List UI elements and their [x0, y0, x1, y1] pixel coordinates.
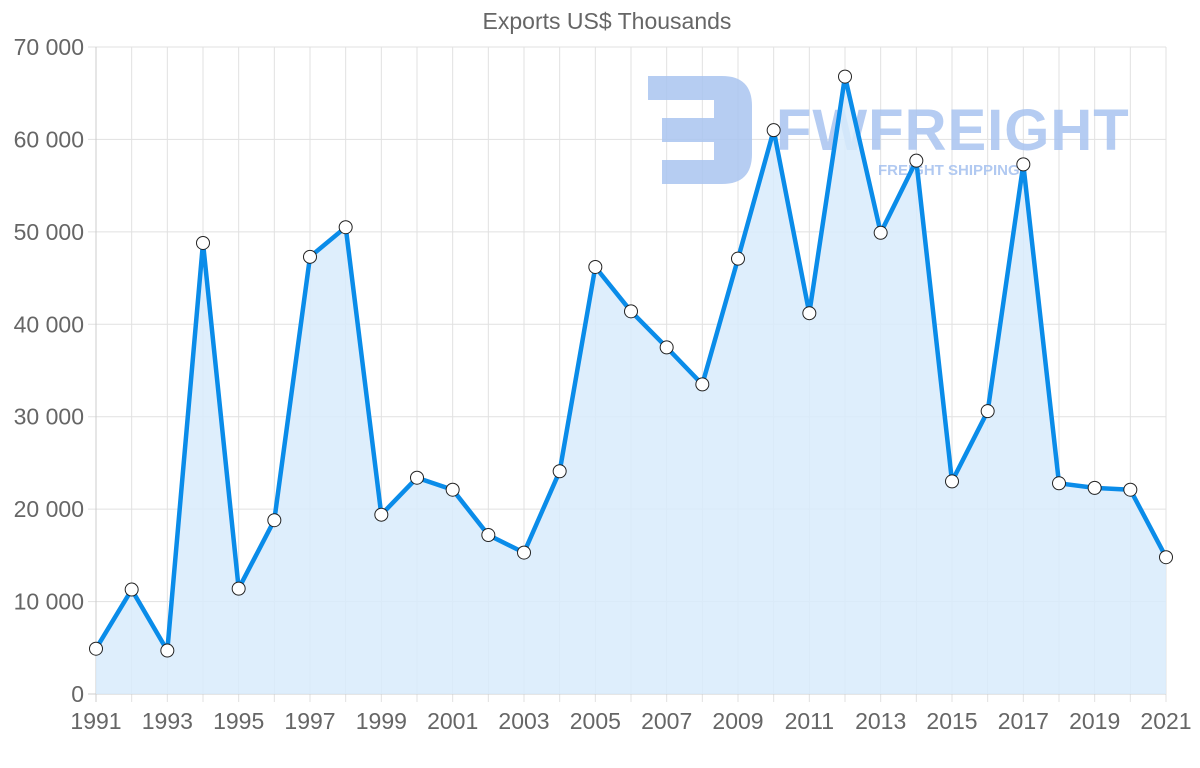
- data-point-marker: [980, 404, 995, 419]
- area-fill-shape: [96, 76, 1166, 695]
- chart-title: Exports US$ Thousands: [482, 8, 732, 34]
- data-point-marker: [374, 507, 389, 522]
- x-tick-label: 1999: [356, 708, 407, 734]
- data-point-marker: [1123, 482, 1138, 497]
- x-tick-label: 2015: [926, 708, 977, 734]
- data-point-marker: [1087, 480, 1102, 495]
- data-point-marker: [873, 225, 888, 240]
- data-point-marker: [1159, 550, 1173, 565]
- y-tick-label: 40 000: [14, 311, 84, 337]
- data-point-marker: [766, 123, 781, 138]
- x-tick-label: 2003: [498, 708, 549, 734]
- y-tick-label: 30 000: [14, 404, 84, 430]
- y-axis: 0 10 000 20 000 30 000 40 000 50 000 60 000 70 …: [14, 34, 84, 707]
- x-tick-label: 2019: [1069, 708, 1120, 734]
- data-point-marker: [267, 513, 282, 528]
- data-point-marker: [231, 581, 246, 596]
- x-tick-label: 2011: [785, 708, 834, 734]
- data-points: [89, 69, 1173, 658]
- x-tick-label: 2009: [712, 708, 763, 734]
- data-point-marker: [945, 474, 959, 489]
- data-point-marker: [1052, 476, 1066, 491]
- data-point-marker: [481, 528, 496, 543]
- data-point-marker: [659, 340, 674, 355]
- x-tick-label: 2017: [998, 708, 1049, 734]
- x-tick-label: 1993: [142, 708, 193, 734]
- data-point-marker: [410, 470, 424, 485]
- x-tick-label: 2013: [855, 708, 906, 734]
- x-tick-label: 2007: [641, 708, 692, 734]
- data-point-marker: [838, 69, 852, 84]
- x-tick-label: 2001: [427, 708, 478, 734]
- data-point-marker: [445, 482, 460, 497]
- y-tick-label: 0: [71, 681, 84, 707]
- watermark-brand: FWFREIGHT: [776, 98, 1130, 163]
- data-point-marker: [303, 249, 317, 264]
- logo-mark-icon: [648, 76, 752, 184]
- y-tick-label: 70 000: [14, 34, 84, 60]
- data-point-marker: [909, 153, 924, 168]
- y-tick-label: 20 000: [14, 496, 84, 522]
- data-point-marker: [89, 641, 103, 656]
- data-point-marker: [1016, 157, 1031, 172]
- data-point-marker: [552, 464, 567, 479]
- x-tick-label: 1991: [70, 708, 121, 734]
- data-point-marker: [196, 235, 210, 250]
- data-point-marker: [160, 643, 175, 658]
- x-tick-label: 2021: [1140, 708, 1191, 734]
- data-point-marker: [802, 306, 817, 321]
- y-tick-label: 60 000: [14, 126, 84, 152]
- data-point-marker: [517, 545, 531, 560]
- x-axis: 1991 1993 1995 1997 1999 2001 2003 2005 2007 2009…: [70, 708, 1191, 734]
- y-tick-label: 50 000: [14, 219, 84, 245]
- area-fill: [96, 76, 1166, 695]
- data-point-marker: [124, 582, 139, 597]
- y-tick-label: 10 000: [14, 589, 84, 615]
- data-point-marker: [588, 259, 603, 274]
- data-point-marker: [338, 220, 353, 235]
- x-tick-label: 1995: [213, 708, 264, 734]
- data-point-marker: [695, 377, 710, 392]
- data-point-marker: [731, 251, 745, 266]
- x-tick-label: 1997: [284, 708, 335, 734]
- x-tick-label: 2005: [570, 708, 621, 734]
- data-point-marker: [624, 304, 638, 319]
- watermark-tagline: FREIGHT SHIPPING: [878, 162, 1020, 179]
